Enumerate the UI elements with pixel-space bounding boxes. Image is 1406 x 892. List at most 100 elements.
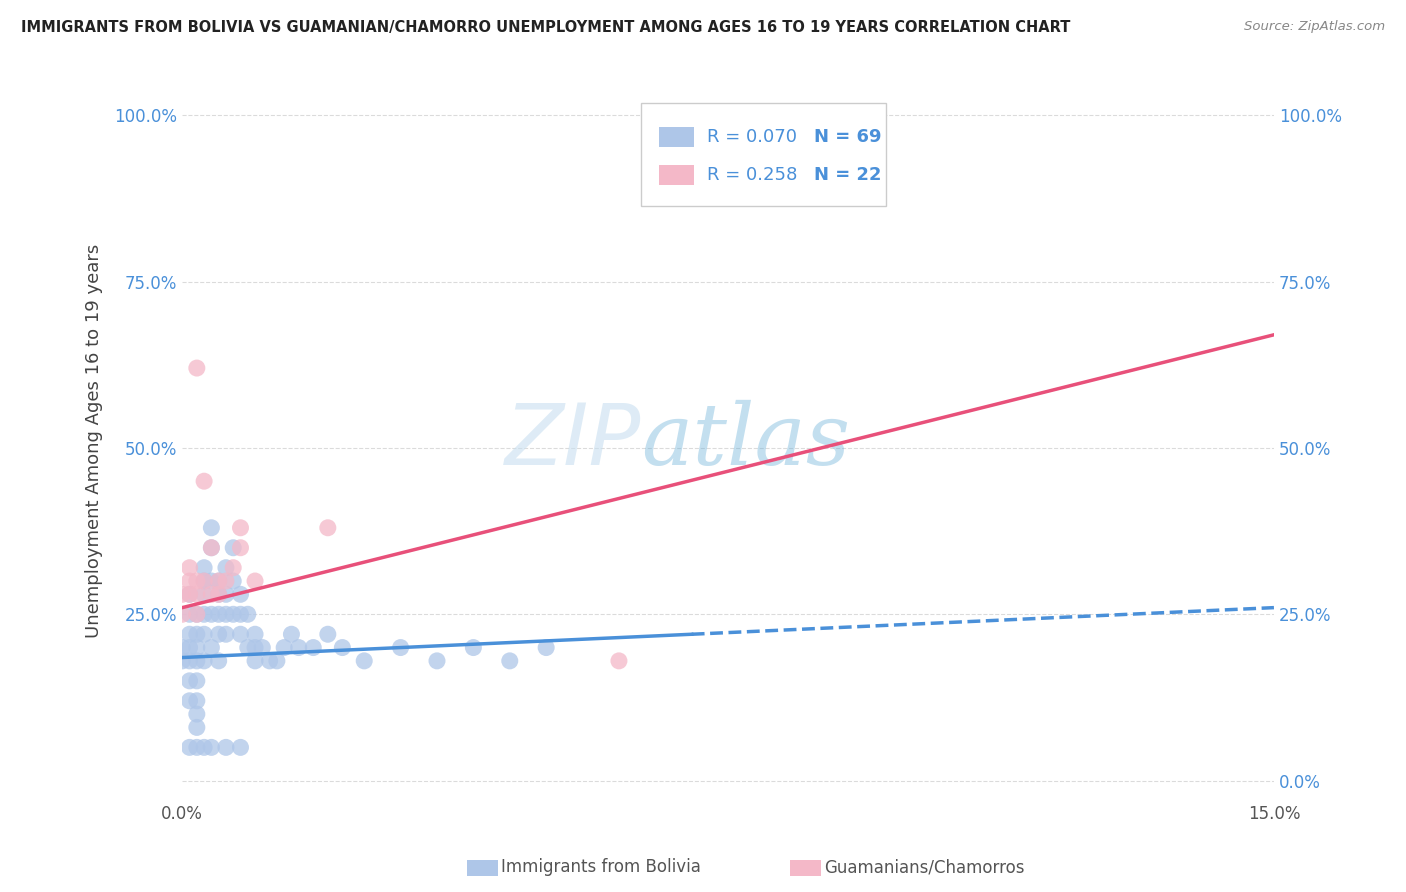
Point — [172, 587, 194, 601]
Point — [236, 640, 259, 655]
Point — [243, 654, 266, 668]
Point — [229, 740, 252, 755]
Point — [215, 560, 238, 574]
Point — [302, 640, 325, 655]
Point — [534, 640, 557, 655]
Point — [193, 474, 215, 488]
Point — [208, 574, 231, 588]
Point — [186, 720, 208, 734]
Text: R = 0.258: R = 0.258 — [707, 166, 797, 185]
Bar — [659, 165, 695, 186]
Point — [215, 607, 238, 622]
Point — [200, 574, 222, 588]
Point — [179, 654, 201, 668]
Point — [208, 574, 231, 588]
Y-axis label: Unemployment Among Ages 16 to 19 years: Unemployment Among Ages 16 to 19 years — [86, 244, 103, 639]
Point — [266, 654, 288, 668]
Point — [200, 541, 222, 555]
Text: Guamanians/Chamorros: Guamanians/Chamorros — [824, 858, 1025, 876]
Point — [186, 607, 208, 622]
Point — [499, 654, 522, 668]
Point — [200, 541, 222, 555]
Point — [179, 627, 201, 641]
Point — [222, 560, 245, 574]
Point — [332, 640, 354, 655]
Point — [193, 654, 215, 668]
Point — [200, 740, 222, 755]
FancyBboxPatch shape — [641, 103, 886, 205]
Point — [193, 627, 215, 641]
Point — [287, 640, 309, 655]
Point — [208, 587, 231, 601]
Point — [208, 627, 231, 641]
Point — [172, 607, 194, 622]
Point — [243, 574, 266, 588]
Point — [222, 574, 245, 588]
Point — [200, 607, 222, 622]
Point — [426, 654, 449, 668]
Point — [179, 587, 201, 601]
Point — [172, 640, 194, 655]
Text: Immigrants from Bolivia: Immigrants from Bolivia — [501, 858, 700, 876]
Point — [215, 587, 238, 601]
Point — [186, 361, 208, 376]
Point — [172, 654, 194, 668]
Point — [193, 740, 215, 755]
Point — [186, 607, 208, 622]
Point — [179, 694, 201, 708]
Point — [186, 673, 208, 688]
Bar — [659, 128, 695, 147]
Point — [463, 640, 485, 655]
Point — [179, 640, 201, 655]
Point — [186, 694, 208, 708]
Point — [200, 587, 222, 601]
Point — [316, 627, 339, 641]
Point — [273, 640, 295, 655]
Point — [222, 607, 245, 622]
Point — [179, 560, 201, 574]
Point — [179, 740, 201, 755]
Point — [243, 640, 266, 655]
Point — [186, 654, 208, 668]
Point — [193, 574, 215, 588]
Point — [229, 607, 252, 622]
Point — [186, 740, 208, 755]
Text: N = 22: N = 22 — [814, 166, 882, 185]
Point — [215, 627, 238, 641]
Point — [607, 654, 630, 668]
Point — [186, 707, 208, 722]
Point — [200, 640, 222, 655]
Point — [229, 587, 252, 601]
Point — [179, 673, 201, 688]
Point — [179, 587, 201, 601]
Point — [316, 521, 339, 535]
Point — [215, 740, 238, 755]
Point — [208, 654, 231, 668]
Point — [179, 607, 201, 622]
Point — [193, 560, 215, 574]
Point — [280, 627, 302, 641]
Text: R = 0.070: R = 0.070 — [707, 128, 797, 146]
Point — [236, 607, 259, 622]
Point — [193, 607, 215, 622]
Point — [186, 627, 208, 641]
Text: ZIP: ZIP — [505, 400, 641, 483]
Text: IMMIGRANTS FROM BOLIVIA VS GUAMANIAN/CHAMORRO UNEMPLOYMENT AMONG AGES 16 TO 19 Y: IMMIGRANTS FROM BOLIVIA VS GUAMANIAN/CHA… — [21, 20, 1070, 35]
Point — [259, 654, 281, 668]
Point — [222, 541, 245, 555]
Text: Source: ZipAtlas.com: Source: ZipAtlas.com — [1244, 20, 1385, 33]
Point — [229, 541, 252, 555]
Text: N = 69: N = 69 — [814, 128, 882, 146]
Point — [353, 654, 375, 668]
Point — [389, 640, 412, 655]
Point — [186, 587, 208, 601]
Point — [186, 640, 208, 655]
Point — [200, 521, 222, 535]
Point — [229, 627, 252, 641]
Text: atlas: atlas — [641, 400, 849, 483]
Point — [208, 607, 231, 622]
Point — [215, 574, 238, 588]
Point — [193, 574, 215, 588]
Point — [208, 587, 231, 601]
Point — [252, 640, 274, 655]
